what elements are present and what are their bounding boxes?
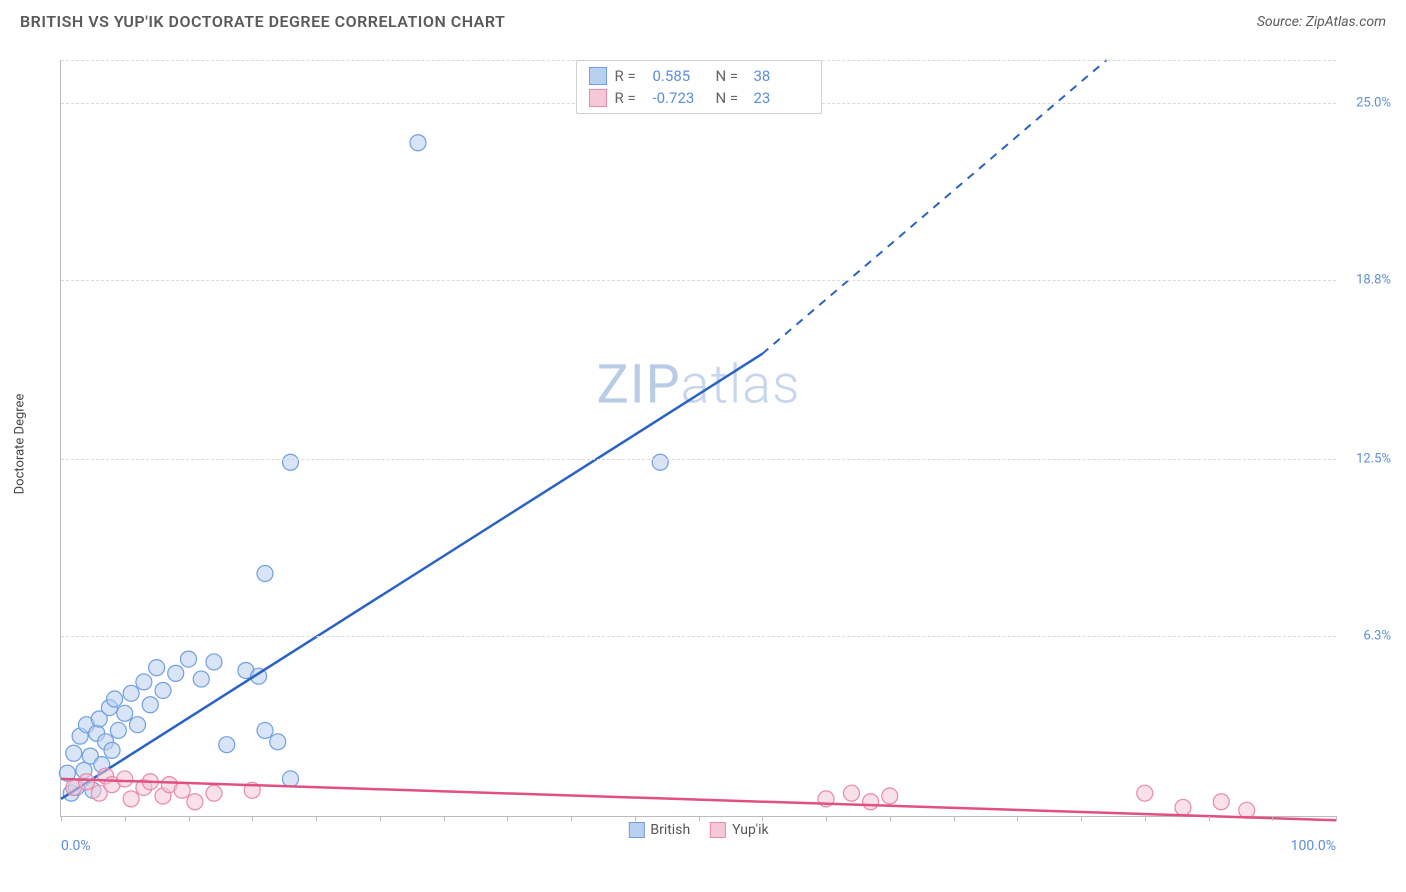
data-point: [270, 734, 286, 750]
data-point: [142, 697, 158, 713]
data-point: [882, 788, 898, 804]
x-tick-label: 100.0%: [1291, 838, 1336, 854]
y-tick-label: 6.3%: [1363, 629, 1391, 644]
data-point: [181, 651, 197, 667]
legend-swatch: [589, 67, 607, 85]
legend-series-name: Yup'ik: [732, 822, 768, 838]
data-point: [117, 705, 133, 721]
plot-region: ZIPatlas R =0.585N =38R =-0.723N =23 Bri…: [60, 60, 1336, 817]
series-legend: British Yup'ik: [628, 822, 768, 838]
legend-r-label: R =: [615, 89, 645, 107]
chart-area: Doctorate Degree ZIPatlas R =0.585N =38R…: [50, 45, 1346, 842]
data-point: [174, 782, 190, 798]
data-point: [219, 737, 235, 753]
legend-r-label: R =: [615, 67, 645, 85]
data-point: [652, 454, 668, 470]
data-point: [155, 682, 171, 698]
legend-r-value: 0.585: [653, 67, 708, 85]
data-point: [104, 742, 120, 758]
data-point: [117, 771, 133, 787]
data-point: [187, 794, 203, 810]
data-point: [1137, 785, 1153, 801]
gridline: [61, 280, 1336, 281]
gridline: [61, 459, 1336, 460]
y-tick-label: 12.5%: [1356, 452, 1391, 467]
legend-series-name: British: [650, 822, 690, 838]
data-point: [168, 665, 184, 681]
data-point: [206, 654, 222, 670]
data-point: [283, 454, 299, 470]
legend-n-value: 38: [754, 67, 809, 85]
y-tick-label: 18.8%: [1356, 272, 1391, 287]
data-point: [410, 135, 426, 151]
legend-swatch: [589, 89, 607, 107]
data-point: [110, 722, 126, 738]
data-point: [66, 745, 82, 761]
source-label: Source: ZipAtlas.com: [1257, 14, 1386, 30]
data-point: [1213, 794, 1229, 810]
legend-item: Yup'ik: [710, 822, 768, 838]
legend-swatch: [710, 822, 726, 838]
data-point: [844, 785, 860, 801]
y-axis-label: Doctorate Degree: [13, 393, 28, 494]
chart-title: BRITISH VS YUP'IK DOCTORATE DEGREE CORRE…: [20, 12, 505, 31]
data-point: [257, 566, 273, 582]
data-point: [136, 674, 152, 690]
data-point: [193, 671, 209, 687]
x-tick-label: 0.0%: [61, 838, 91, 854]
legend-item: British: [628, 822, 690, 838]
legend-row: R = 0.585 N = 38: [589, 65, 809, 87]
legend-n-label: N =: [716, 67, 746, 85]
data-point: [206, 785, 222, 801]
data-point: [130, 717, 146, 733]
legend-swatch: [628, 822, 644, 838]
legend-row: R = -0.723 N = 23: [589, 87, 809, 109]
correlation-legend: R = 0.585 N = 38 R = -0.723 N = 23: [576, 60, 822, 114]
data-point: [149, 660, 165, 676]
data-point: [123, 685, 139, 701]
y-tick-label: 25.0%: [1356, 95, 1391, 110]
data-point: [1175, 799, 1191, 815]
legend-r-value: -0.723: [653, 89, 708, 107]
legend-n-label: N =: [716, 89, 746, 107]
data-point: [107, 691, 123, 707]
data-point: [79, 774, 95, 790]
data-point: [863, 794, 879, 810]
data-point: [257, 722, 273, 738]
data-point: [283, 771, 299, 787]
data-point: [1239, 802, 1255, 818]
trend-line: [61, 354, 762, 799]
plot-svg: [61, 60, 1336, 816]
gridline: [61, 636, 1336, 637]
legend-n-value: 23: [754, 89, 809, 107]
data-point: [123, 791, 139, 807]
